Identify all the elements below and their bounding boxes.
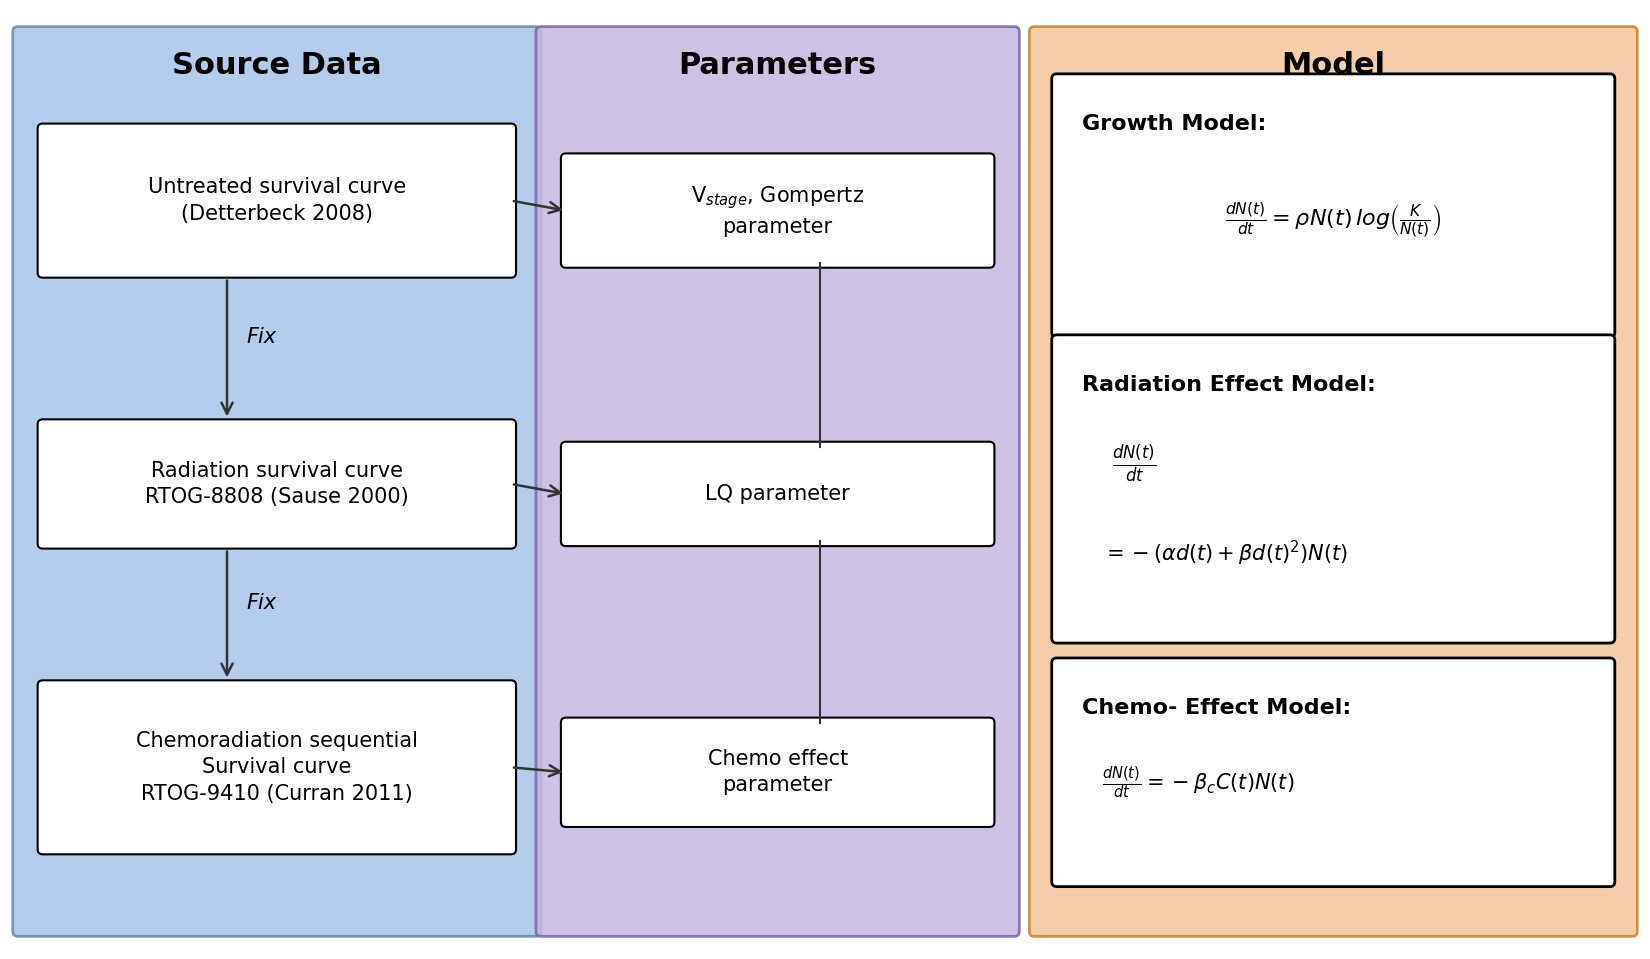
FancyBboxPatch shape	[561, 153, 995, 268]
Text: $\frac{dN(t)}{dt}$: $\frac{dN(t)}{dt}$	[1112, 443, 1155, 485]
Text: LQ parameter: LQ parameter	[705, 484, 850, 503]
FancyBboxPatch shape	[561, 442, 995, 546]
FancyBboxPatch shape	[1051, 74, 1615, 338]
Text: Parameters: Parameters	[678, 52, 876, 81]
Text: Chemo- Effect Model:: Chemo- Effect Model:	[1082, 698, 1351, 717]
FancyBboxPatch shape	[561, 717, 995, 827]
FancyBboxPatch shape	[38, 419, 516, 549]
Text: $= -(\alpha d(t) + \beta d(t)^2)N(t)$: $= -(\alpha d(t) + \beta d(t)^2)N(t)$	[1102, 539, 1348, 568]
FancyBboxPatch shape	[13, 27, 541, 936]
Text: Chemoradiation sequential
Survival curve
RTOG-9410 (Curran 2011): Chemoradiation sequential Survival curve…	[135, 731, 417, 804]
Text: Growth Model:: Growth Model:	[1082, 113, 1266, 133]
Text: Untreated survival curve
(Detterbeck 2008): Untreated survival curve (Detterbeck 200…	[148, 177, 406, 223]
Text: Chemo effect
parameter: Chemo effect parameter	[708, 749, 848, 796]
Text: V$_{stage}$, Gompertz
parameter: V$_{stage}$, Gompertz parameter	[691, 184, 865, 237]
FancyBboxPatch shape	[1051, 335, 1615, 643]
Text: $\frac{dN(t)}{dt} = -\beta_c C(t) N(t)$: $\frac{dN(t)}{dt} = -\beta_c C(t) N(t)$	[1102, 764, 1294, 801]
Text: Fix: Fix	[248, 327, 277, 346]
FancyBboxPatch shape	[38, 680, 516, 854]
Text: Radiation survival curve
RTOG-8808 (Sause 2000): Radiation survival curve RTOG-8808 (Saus…	[145, 460, 409, 507]
Text: Fix: Fix	[248, 593, 277, 613]
Text: Source Data: Source Data	[172, 52, 381, 81]
FancyBboxPatch shape	[1030, 27, 1637, 936]
FancyBboxPatch shape	[38, 124, 516, 278]
Text: Model: Model	[1280, 52, 1386, 81]
Text: Radiation Effect Model:: Radiation Effect Model:	[1082, 375, 1376, 394]
FancyBboxPatch shape	[1051, 658, 1615, 887]
FancyBboxPatch shape	[536, 27, 1020, 936]
Text: $\frac{dN(t)}{dt} = \rho N(t)\, log\left(\frac{K}{N(t)}\right)$: $\frac{dN(t)}{dt} = \rho N(t)\, log\left…	[1224, 200, 1442, 241]
